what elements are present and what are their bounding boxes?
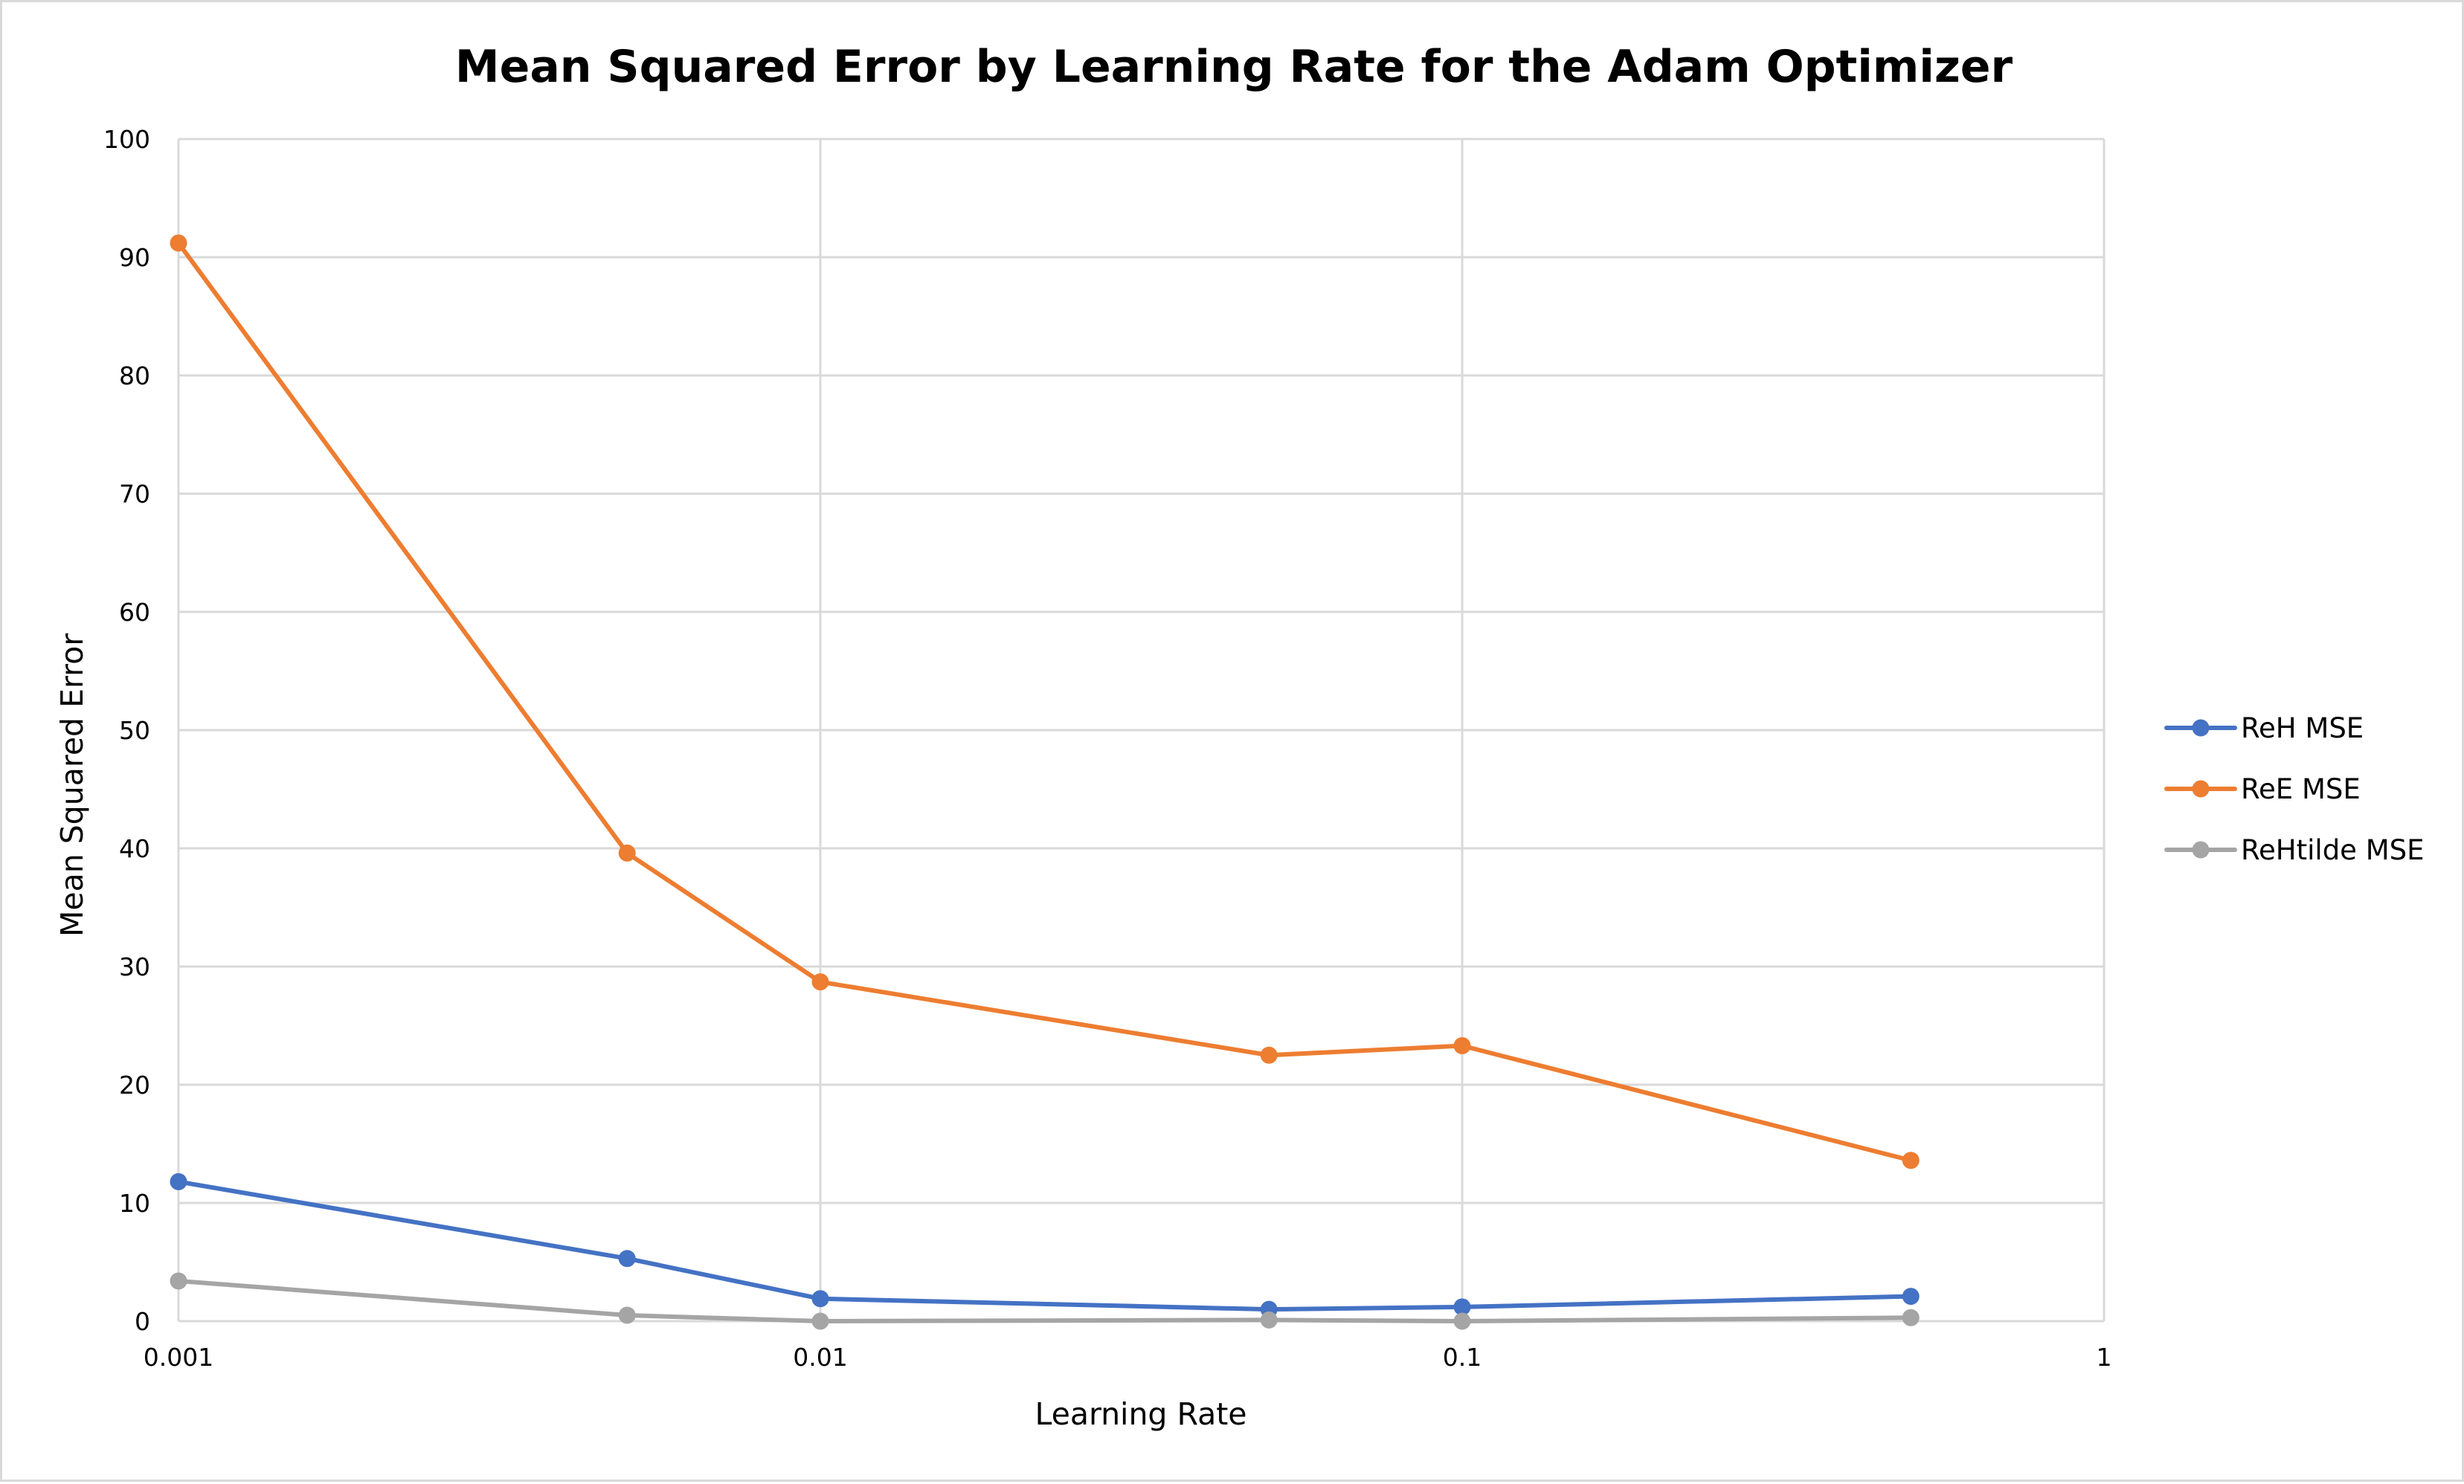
data-point-2-1 — [618, 1306, 636, 1324]
data-point-0-1 — [618, 1250, 636, 1268]
y-tick-label-3: 30 — [119, 952, 150, 981]
data-point-0-5 — [1902, 1288, 1920, 1306]
series-1 — [170, 234, 1920, 1170]
tick-labels: 0 10 20 30 40 50 60 70 80 90 100 0.001 0.01 0.1 1 — [103, 125, 2112, 1372]
series-2 — [170, 1272, 1920, 1330]
data-point-1-0 — [170, 234, 187, 252]
y-axis-title: Mean Squared Error — [54, 633, 90, 937]
y-tick-label-7: 70 — [119, 480, 150, 509]
y-tick-label-6: 60 — [119, 598, 150, 627]
x-axis-title: Learning Rate — [1035, 1396, 1247, 1432]
series-lines — [170, 234, 1920, 1330]
legend-item-2: ReHtilde MSE — [2164, 834, 2425, 866]
data-point-1-5 — [1902, 1152, 1920, 1170]
x-tick-label-2: 0.1 — [1443, 1343, 1482, 1372]
legend-item-0: ReH MSE — [2164, 712, 2364, 744]
legend-label-2: ReHtilde MSE — [2241, 834, 2425, 866]
legend-marker-0 — [2192, 719, 2210, 737]
y-tick-label-4: 40 — [119, 834, 150, 863]
y-tick-label-0: 0 — [135, 1307, 150, 1336]
series-0 — [170, 1172, 1920, 1318]
x-tick-label-1: 0.01 — [793, 1343, 847, 1372]
data-point-1-4 — [1453, 1037, 1471, 1055]
x-tick-label-0: 0.001 — [144, 1343, 213, 1372]
legend-item-1: ReE MSE — [2164, 773, 2361, 805]
data-point-0-0 — [170, 1172, 187, 1190]
data-point-1-3 — [1260, 1046, 1278, 1064]
data-point-2-3 — [1260, 1311, 1278, 1329]
gridlines — [177, 138, 2106, 1323]
legend-marker-2 — [2192, 841, 2210, 859]
data-point-2-0 — [170, 1272, 187, 1290]
y-tick-label-1: 10 — [119, 1189, 150, 1218]
chart-title: Mean Squared Error by Learning Rate for … — [455, 41, 2013, 93]
legend: ReH MSE ReE MSE ReHtilde MSE — [2164, 712, 2425, 866]
legend-marker-1 — [2192, 780, 2210, 798]
x-tick-label-3: 1 — [2097, 1343, 2112, 1372]
data-point-2-2 — [811, 1312, 829, 1330]
data-point-2-4 — [1453, 1312, 1471, 1330]
y-tick-label-8: 80 — [119, 361, 150, 390]
legend-label-1: ReE MSE — [2241, 773, 2361, 805]
data-point-0-2 — [811, 1290, 829, 1308]
data-point-1-1 — [618, 844, 636, 862]
legend-label-0: ReH MSE — [2241, 712, 2364, 744]
series-line-2 — [176, 1278, 1914, 1323]
data-point-2-5 — [1902, 1309, 1920, 1326]
data-point-0-4 — [1453, 1298, 1471, 1316]
data-point-1-2 — [811, 973, 829, 991]
y-tick-label-9: 90 — [119, 243, 150, 272]
y-tick-label-2: 20 — [119, 1071, 150, 1100]
series-line-0 — [176, 1179, 1914, 1312]
series-line-1 — [176, 240, 1914, 1163]
y-tick-label-5: 50 — [119, 716, 150, 745]
y-tick-label-10: 100 — [103, 125, 150, 154]
